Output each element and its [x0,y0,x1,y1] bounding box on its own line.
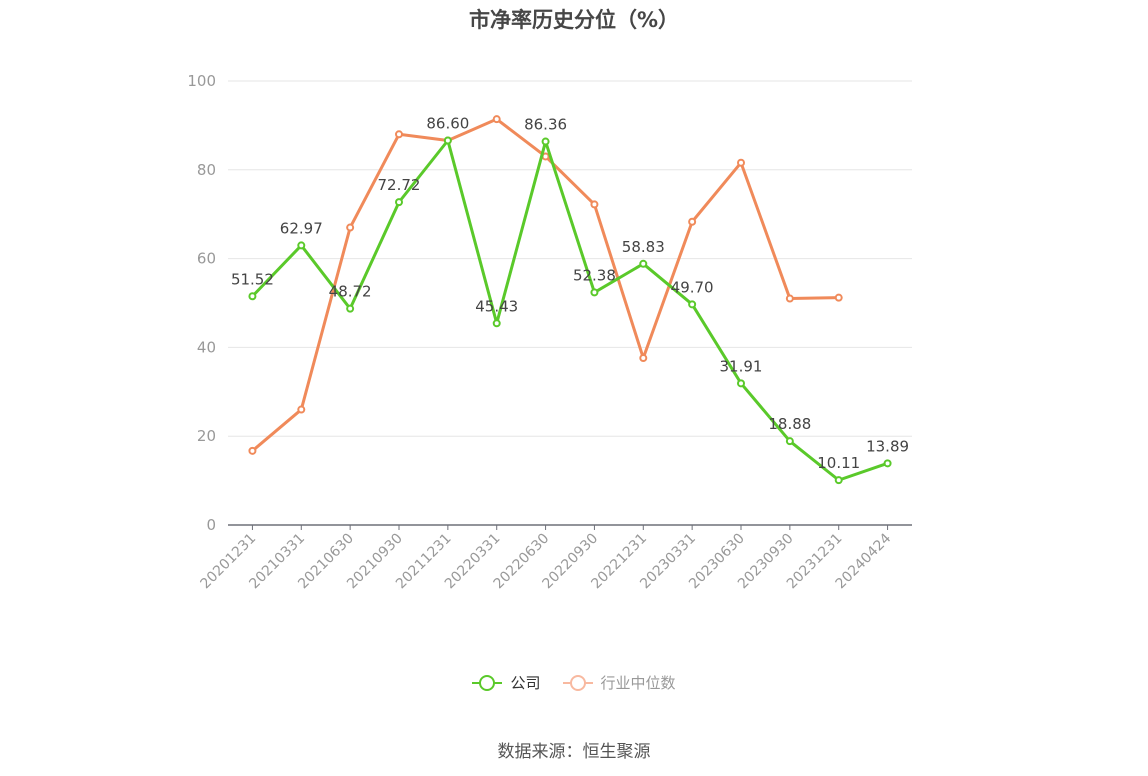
data-point [492,115,501,124]
data-point [590,200,599,209]
data-point [346,304,355,313]
legend-company-marker-icon [472,674,503,691]
data-point [737,158,745,167]
y-tick-label: 20 [197,427,216,445]
data-point [834,293,843,302]
data-label: 49.70 [671,278,714,296]
data-point [395,198,403,207]
data-label: 48.72 [329,283,372,301]
legend-industry-marker-icon [562,674,593,691]
data-point [297,405,306,414]
legend-industry-label: 行业中位数 [600,674,676,692]
grid-lines [228,80,912,437]
y-tick-label: 100 [187,72,216,90]
legend-company-label: 公司 [510,674,541,692]
data-point [785,437,794,446]
data-label: 86.36 [524,116,567,134]
data-point [346,223,355,232]
data-point [688,217,697,226]
data-label: 58.83 [622,238,665,256]
series-line [251,138,889,482]
y-tick-label: 60 [197,250,216,268]
data-label: 13.89 [866,437,909,455]
data-point [541,137,550,146]
data-label: 52.38 [573,266,616,284]
legend-item-industry[interactable]: 行业中位数 [562,672,676,693]
data-point [492,319,501,328]
y-tick-label: 40 [197,338,216,356]
series-lines [248,115,892,485]
data-point [785,294,794,303]
data-point [737,379,745,388]
data-point [639,259,648,268]
data-point [834,476,843,485]
data-label: 31.91 [720,357,763,375]
source-note: 数据来源：恒生聚源 [497,742,651,762]
data-point [297,241,306,250]
data-point [688,300,697,309]
y-tick-label: 80 [197,161,216,179]
data-label: 18.88 [768,415,811,433]
data-point [639,354,648,363]
data-label: 10.11 [817,454,860,472]
legend: 公司 行业中位数 [0,672,1148,693]
data-labels: 51.52 62.97 48.72 72.72 86.60 45.43 86.36 52.38… [231,114,909,472]
y-tick-label: 0 [206,516,216,534]
data-label: 86.60 [426,114,469,132]
legend-item-company[interactable]: 公司 [472,672,541,693]
data-point [590,288,599,297]
data-point [395,130,403,139]
data-point [883,459,892,468]
data-point [248,292,257,301]
data-label: 62.97 [280,219,323,237]
data-label: 72.72 [378,176,421,194]
data-label: 45.43 [475,297,518,315]
chart-title: 市净率历史分位（%） [468,8,680,32]
data-point [248,446,257,455]
data-label: 51.52 [231,270,274,288]
data-point [443,136,452,145]
